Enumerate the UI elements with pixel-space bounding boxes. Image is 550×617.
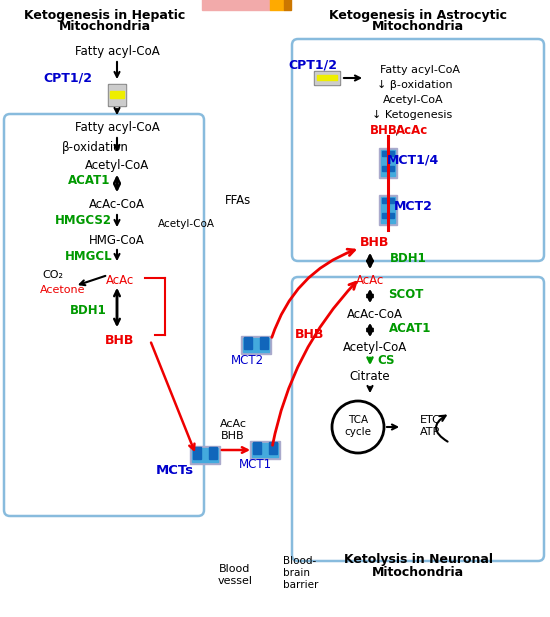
Text: Ketolysis in Neuronal: Ketolysis in Neuronal <box>344 553 492 566</box>
Text: AcAc: AcAc <box>396 123 428 136</box>
Text: ACAT1: ACAT1 <box>68 173 111 186</box>
Text: Mitochondria: Mitochondria <box>372 20 464 33</box>
Text: HMG-CoA: HMG-CoA <box>89 233 145 247</box>
Text: Fatty acyl-CoA: Fatty acyl-CoA <box>75 46 160 59</box>
Text: CS: CS <box>377 354 395 366</box>
Bar <box>192 448 218 462</box>
Text: Acetyl-CoA: Acetyl-CoA <box>85 159 149 172</box>
Text: BDH1: BDH1 <box>389 252 426 265</box>
Text: BHB: BHB <box>295 328 324 341</box>
Bar <box>382 198 394 203</box>
Text: MCT1: MCT1 <box>239 458 272 471</box>
Bar <box>202 0 270 10</box>
Bar <box>243 338 269 352</box>
Bar <box>284 0 291 10</box>
Bar <box>209 447 217 459</box>
Bar <box>381 197 395 223</box>
Text: FFAs: FFAs <box>225 194 251 207</box>
Bar <box>190 446 220 464</box>
Text: CPT1/2: CPT1/2 <box>43 72 92 85</box>
Text: HMGCL: HMGCL <box>65 249 113 262</box>
Text: /: / <box>396 123 400 136</box>
Bar <box>382 213 394 218</box>
Text: Blood-
brain
barrier: Blood- brain barrier <box>283 557 318 590</box>
Text: MCT2: MCT2 <box>394 201 432 213</box>
Bar <box>382 166 394 171</box>
Text: BHB: BHB <box>105 334 135 347</box>
Text: Acetyl-CoA: Acetyl-CoA <box>158 219 215 229</box>
Text: ↓ β-oxidation: ↓ β-oxidation <box>377 80 453 90</box>
Text: ACAT1: ACAT1 <box>389 321 431 334</box>
Text: MCTs: MCTs <box>156 463 194 476</box>
Bar <box>381 150 395 176</box>
Bar <box>315 72 339 84</box>
Bar <box>250 441 280 459</box>
Text: AcAc: AcAc <box>356 273 384 286</box>
Text: Ketogenesis in Astrocytic: Ketogenesis in Astrocytic <box>329 9 507 22</box>
Text: cycle: cycle <box>344 427 371 437</box>
Text: MCT1/4: MCT1/4 <box>387 154 439 167</box>
Text: SCOT: SCOT <box>388 288 424 300</box>
Text: Fatty acyl-CoA: Fatty acyl-CoA <box>380 65 460 75</box>
Bar <box>270 0 284 10</box>
Bar <box>244 337 252 349</box>
Text: Ketogenesis in Hepatic: Ketogenesis in Hepatic <box>24 9 186 22</box>
Text: Fatty acyl-CoA: Fatty acyl-CoA <box>75 122 160 135</box>
Text: CO₂: CO₂ <box>42 270 63 280</box>
Text: ATP: ATP <box>420 427 440 437</box>
Text: AcAc: AcAc <box>106 273 134 286</box>
Bar <box>252 443 278 457</box>
Text: Acetone: Acetone <box>40 285 85 295</box>
Text: AcAc-CoA: AcAc-CoA <box>347 307 403 320</box>
Bar <box>109 85 125 105</box>
Text: HMGCS2: HMGCS2 <box>55 215 112 228</box>
Bar <box>379 148 397 178</box>
Text: AcAc-CoA: AcAc-CoA <box>89 199 145 212</box>
Text: CPT1/2: CPT1/2 <box>289 59 338 72</box>
Text: Citrate: Citrate <box>350 370 390 384</box>
Bar <box>317 75 337 80</box>
Bar <box>241 336 271 354</box>
Bar <box>260 337 268 349</box>
Text: ↓ Ketogenesis: ↓ Ketogenesis <box>372 110 452 120</box>
Text: Acetyl-CoA: Acetyl-CoA <box>383 95 443 105</box>
Bar <box>253 442 261 454</box>
Bar <box>382 151 394 156</box>
Text: TCA: TCA <box>348 415 368 425</box>
Text: BDH1: BDH1 <box>70 304 107 317</box>
Bar <box>379 195 397 225</box>
Bar <box>110 91 124 98</box>
Bar <box>108 84 126 106</box>
Text: Mitochondria: Mitochondria <box>372 566 464 579</box>
Text: Blood
vessel: Blood vessel <box>217 564 252 586</box>
Text: Mitochondria: Mitochondria <box>59 20 151 33</box>
Bar <box>314 71 340 85</box>
Bar <box>193 447 201 459</box>
Text: BHB: BHB <box>370 123 398 136</box>
Text: ETC: ETC <box>420 415 441 425</box>
Text: BHB: BHB <box>360 236 390 249</box>
Text: MCT2: MCT2 <box>230 354 263 366</box>
Text: Acetyl-CoA: Acetyl-CoA <box>343 341 407 355</box>
Text: β-oxidation: β-oxidation <box>62 141 129 154</box>
Text: AcAc
BHB: AcAc BHB <box>219 419 246 441</box>
Bar <box>269 442 277 454</box>
